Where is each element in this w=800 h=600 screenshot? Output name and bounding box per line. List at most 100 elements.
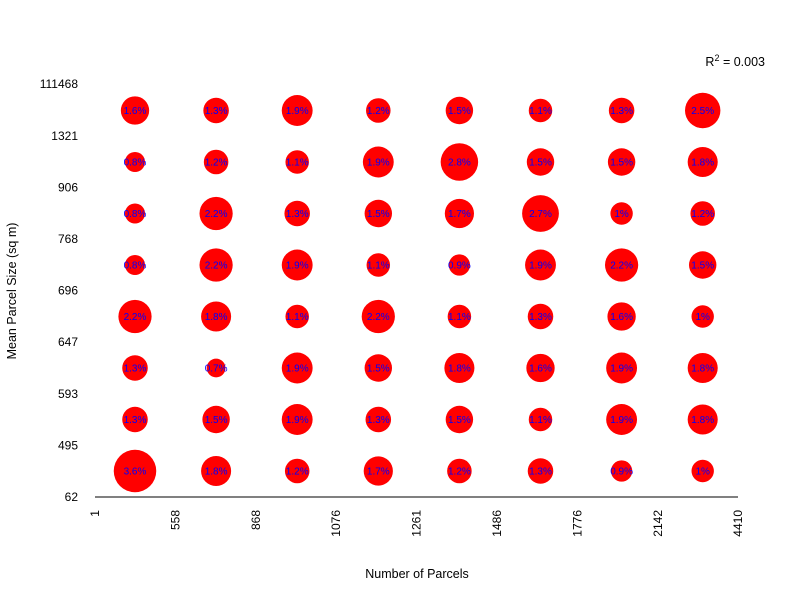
bubble: [120, 96, 150, 125]
bubble: [444, 352, 475, 384]
bubble: [203, 97, 229, 124]
x-tick-label: 1076: [329, 510, 343, 537]
bubble-label: 1.6%: [610, 312, 633, 323]
bubble: [525, 249, 556, 281]
y-axis-title: Mean Parcel Size (sq m): [5, 223, 19, 360]
bubble: [362, 146, 394, 178]
bubble-label: 0.9%: [448, 261, 471, 272]
bubble: [445, 96, 474, 125]
bubble-label: 1.8%: [691, 158, 714, 169]
bubble: [608, 97, 635, 124]
bubble-label-layer: 3.6% 1.8% 1.2% 1.7% 1.2% 1.3% 0.9% 1% 1.3% 1.5% 1.…: [124, 106, 715, 478]
y-tick-label: 1321: [51, 129, 78, 143]
bubble-label: 1.3%: [124, 415, 147, 426]
bubble-label: 1.1%: [286, 312, 309, 323]
bubble-label: 2.7%: [529, 209, 552, 220]
bubble: [526, 353, 555, 383]
bubble-label: 1.3%: [529, 467, 552, 478]
bubble: [363, 456, 393, 486]
bubble-label: 1.8%: [205, 467, 228, 478]
bubble-label: 2.2%: [367, 312, 390, 323]
bubble-label: 1.1%: [286, 158, 309, 169]
y-tick-label: 768: [58, 232, 78, 246]
bubble-label: 1.1%: [529, 106, 552, 117]
bubble: [448, 254, 471, 276]
bubble: [684, 92, 721, 129]
bubble: [285, 150, 309, 174]
bubble-label: 1.5%: [205, 415, 228, 426]
bubble: [610, 202, 633, 225]
bubble: [122, 406, 148, 433]
bubble: [124, 151, 146, 173]
y-tick-label: 696: [58, 284, 78, 298]
bubble: [610, 460, 633, 482]
bubble-label: 1.3%: [205, 106, 228, 117]
bubble: [607, 148, 636, 176]
bubble-label: 1.5%: [448, 106, 471, 117]
bubble-label: 1.5%: [529, 158, 552, 169]
bubble: [366, 253, 391, 277]
bubble-label: 1.9%: [610, 364, 633, 375]
bubble-label: 1.3%: [610, 106, 633, 117]
bubble-label: 1.2%: [205, 158, 228, 169]
r-squared-annotation: R2 = 0.003: [705, 53, 765, 69]
bubble-label: 2.5%: [691, 106, 714, 117]
bubble: [447, 458, 472, 484]
bubble-label: 0.8%: [124, 158, 147, 169]
bubble: [203, 149, 229, 175]
bubble-label: 0.8%: [124, 209, 147, 220]
bubble-label: 1.3%: [367, 415, 390, 426]
bubble-label: 1%: [695, 467, 710, 478]
bubble-label: 0.9%: [610, 467, 633, 478]
bubble: [440, 143, 479, 181]
bubble: [124, 203, 146, 224]
bubble: [284, 458, 310, 484]
bubble: [691, 305, 714, 328]
bubble-label: 1.3%: [529, 312, 552, 323]
bubble: [281, 249, 313, 281]
bubble: [606, 352, 638, 384]
bubble-label: 1.9%: [286, 106, 309, 117]
bubble-label: 0.8%: [124, 261, 147, 272]
bubble-label: 1%: [614, 209, 629, 220]
y-tick-label: 593: [58, 387, 78, 401]
bubble-label: 0.7%: [205, 364, 228, 375]
bubble: [199, 196, 233, 231]
y-tick-labels: 62 495 593 647 696 768 906 1321 111468: [40, 77, 79, 504]
bubble-label: 1.5%: [367, 209, 390, 220]
bubble-label: 1.2%: [691, 209, 714, 220]
bubble-label: 1.1%: [529, 415, 552, 426]
bubble-label: 1.6%: [124, 106, 147, 117]
bubble: [528, 98, 553, 123]
bubble-label: 1.1%: [448, 312, 471, 323]
x-tick-label: 1486: [490, 510, 504, 537]
bubble: [606, 404, 638, 435]
bubble-label: 1.8%: [691, 364, 714, 375]
bubble: [201, 455, 232, 487]
x-tick-label: 868: [249, 510, 263, 530]
bubble: [118, 299, 152, 334]
x-tick-label: 2142: [651, 510, 665, 537]
bubble: [444, 198, 475, 229]
r-squared-superscript: 2: [714, 53, 719, 63]
bubble: [361, 299, 395, 334]
bubble-label: 2.2%: [205, 209, 228, 220]
bubble: [285, 304, 309, 329]
bubble: [113, 449, 157, 493]
bubble: [687, 404, 718, 435]
bubble: [528, 407, 553, 432]
x-tick-label: 4410: [731, 510, 745, 537]
bubble: [604, 248, 639, 282]
bubble-label: 1.2%: [286, 467, 309, 478]
bubble-label: 1.9%: [610, 415, 633, 426]
x-tick-label: 558: [168, 510, 182, 530]
bubble-label: 1.9%: [286, 415, 309, 426]
bubble-label: 1.7%: [448, 209, 471, 220]
x-tick-label: 1: [88, 510, 102, 517]
bubble-label: 3.6%: [124, 467, 147, 478]
bubble-label: 1.9%: [286, 261, 309, 272]
bubble: [365, 406, 392, 433]
y-tick-label: 906: [58, 180, 78, 194]
bubble: [526, 148, 555, 176]
